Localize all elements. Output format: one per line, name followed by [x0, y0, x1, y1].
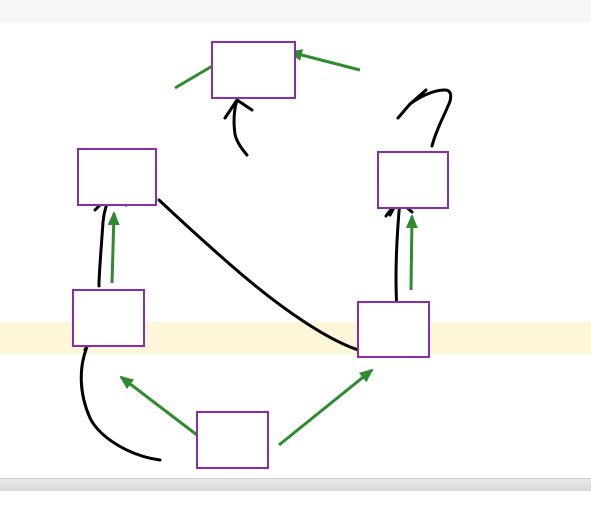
- hand-stroke: [398, 90, 451, 146]
- hand-stroke: [225, 100, 252, 155]
- diagram-canvas: [0, 0, 591, 505]
- green-arrow: [411, 216, 412, 290]
- hand-stroke: [95, 193, 126, 286]
- green-arrow: [279, 370, 372, 445]
- top-strip: [0, 0, 591, 23]
- node-lower-left[interactable]: [72, 289, 145, 347]
- node-lower-right[interactable]: [357, 301, 430, 358]
- node-top[interactable]: [211, 41, 296, 99]
- node-upper-left[interactable]: [77, 148, 157, 206]
- node-bottom[interactable]: [196, 411, 269, 469]
- node-upper-right[interactable]: [377, 151, 449, 209]
- footer-bar: [0, 478, 591, 491]
- green-arrow: [290, 52, 360, 70]
- green-arrow: [121, 377, 201, 438]
- green-arrow: [112, 213, 114, 283]
